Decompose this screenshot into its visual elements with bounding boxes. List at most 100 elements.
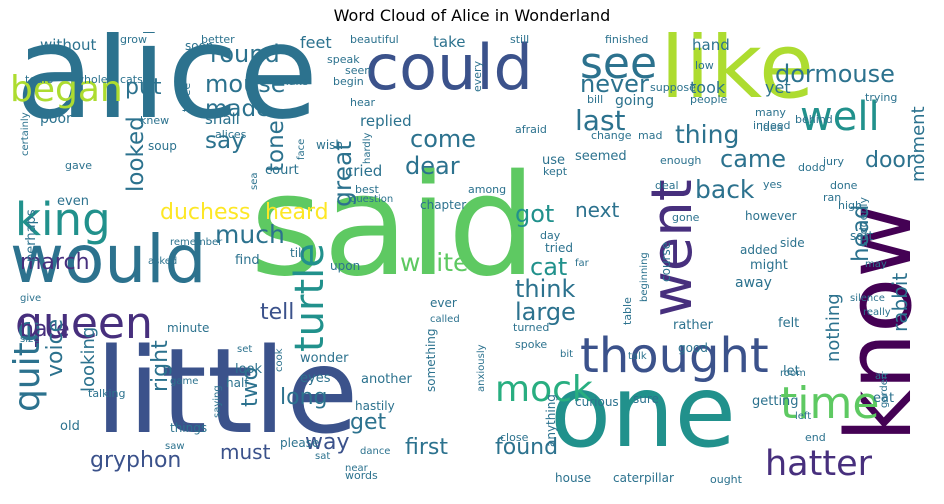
cloud-word: yet xyxy=(765,78,791,97)
cloud-word: moment xyxy=(908,106,929,182)
cloud-word: bit xyxy=(560,349,574,360)
cloud-word: cat xyxy=(530,253,568,281)
cloud-word: mock xyxy=(495,369,593,410)
cloud-word: ought xyxy=(710,473,742,486)
cloud-word: many xyxy=(755,106,786,119)
cloud-word: back xyxy=(695,175,755,204)
cloud-word: take xyxy=(433,33,466,51)
cloud-word: high xyxy=(838,199,862,212)
cloud-word: upon xyxy=(330,259,361,273)
cloud-word: beginning xyxy=(639,252,650,302)
cloud-word: certainly xyxy=(20,112,31,156)
cloud-word: course xyxy=(659,241,673,282)
cloud-word: much xyxy=(215,220,285,249)
cloud-word: game xyxy=(170,376,199,387)
cloud-word: remember xyxy=(170,237,223,248)
cloud-word: came xyxy=(720,145,787,173)
cloud-word: caterpillar xyxy=(613,471,674,485)
cloud-word: added xyxy=(740,243,778,257)
cloud-word: large xyxy=(515,298,576,326)
cloud-word: grow xyxy=(120,33,147,46)
cloud-word: tried xyxy=(545,241,573,255)
cloud-word: come xyxy=(410,125,477,153)
cloud-word: cried xyxy=(345,162,383,180)
cloud-word: whole xyxy=(75,73,108,86)
cloud-word: find xyxy=(235,253,260,268)
chart-title: Word Cloud of Alice in Wonderland xyxy=(333,6,611,25)
cloud-word: looking xyxy=(78,326,99,392)
cloud-word: dodo xyxy=(798,161,826,174)
cloud-word: better xyxy=(201,33,235,46)
cloud-word: could xyxy=(365,32,533,104)
cloud-word: began xyxy=(10,69,123,110)
cloud-word: best xyxy=(355,183,379,196)
cloud-word: change xyxy=(591,129,632,142)
cloud-word: got xyxy=(515,200,555,228)
cloud-word: saw xyxy=(165,441,185,452)
cloud-word: last xyxy=(575,104,626,137)
cloud-word: among xyxy=(468,183,507,196)
cloud-word: garden xyxy=(879,372,890,408)
cloud-word: next xyxy=(575,198,620,222)
cloud-word: talking xyxy=(88,387,126,400)
cloud-word: really xyxy=(863,307,891,318)
cloud-word: kept xyxy=(543,165,568,178)
cloud-word: thought xyxy=(580,328,769,384)
cloud-word: thing xyxy=(675,120,740,149)
cloud-word: dear xyxy=(405,152,460,180)
cloud-word: said xyxy=(250,145,537,308)
cloud-word: gone xyxy=(672,211,700,224)
word-cloud: alice said little one know like could would went… xyxy=(5,32,940,497)
cloud-word: day xyxy=(540,229,561,242)
cloud-word: hand xyxy=(692,36,730,54)
cloud-word: house xyxy=(555,471,592,485)
cloud-word: face xyxy=(296,138,307,160)
cloud-word: talk xyxy=(628,351,647,362)
cloud-word: one xyxy=(550,353,737,470)
cloud-word: found xyxy=(495,435,559,460)
cloud-word: alices xyxy=(215,128,247,141)
cloud-word: tell xyxy=(260,300,295,325)
cloud-word: far xyxy=(575,258,589,269)
cloud-word: dance xyxy=(360,446,391,457)
cloud-word: bill xyxy=(587,93,604,106)
cloud-word: end xyxy=(805,431,826,444)
cloud-word: little xyxy=(95,322,359,460)
cloud-word: even xyxy=(57,194,89,209)
cloud-word: felt xyxy=(778,316,800,331)
cloud-word: called xyxy=(430,314,460,325)
cloud-word: idea xyxy=(760,121,784,134)
cloud-word: alice xyxy=(15,32,319,148)
cloud-word: enough xyxy=(660,154,702,167)
cloud-word: side xyxy=(780,236,805,250)
cloud-word: voice xyxy=(43,318,68,377)
cloud-word: words xyxy=(345,469,378,482)
cloud-word: hare xyxy=(20,317,70,342)
cloud-word: soon xyxy=(185,39,214,53)
cloud-word: anything xyxy=(544,394,558,447)
cloud-word: still xyxy=(510,33,530,46)
cloud-word: made xyxy=(205,96,271,122)
cloud-word: queen xyxy=(15,298,153,349)
cloud-word: think xyxy=(515,275,576,303)
cloud-word: suppose xyxy=(650,81,696,94)
cloud-word: eyes xyxy=(300,371,331,386)
cloud-word: good xyxy=(678,341,708,355)
cloud-word: beautiful xyxy=(350,33,399,46)
cloud-word: seemed xyxy=(575,149,627,164)
cloud-word: room xyxy=(780,368,806,379)
cloud-word: spoke xyxy=(515,338,548,351)
cloud-word: finished xyxy=(605,33,649,46)
cloud-word: first xyxy=(405,435,448,460)
cloud-word: long xyxy=(280,385,328,410)
cloud-word: poor xyxy=(40,111,72,127)
cloud-word: sea xyxy=(249,172,260,191)
cloud-word: close xyxy=(500,431,529,444)
cloud-word: sat xyxy=(315,451,331,462)
cloud-word: duchess xyxy=(160,200,251,225)
cloud-word: till xyxy=(290,246,305,260)
cloud-word: anxiously xyxy=(476,344,487,392)
cloud-word: saying xyxy=(212,385,223,418)
cloud-word: would xyxy=(10,221,207,298)
cloud-word: must xyxy=(220,440,271,464)
